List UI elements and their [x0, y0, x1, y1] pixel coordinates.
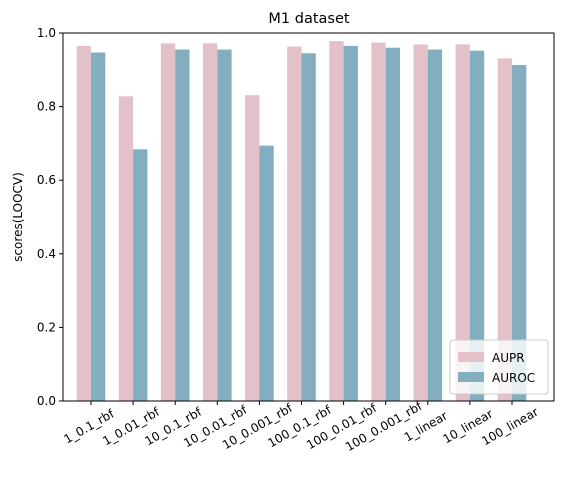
y-tick-label: 1.0 [37, 26, 56, 40]
legend: AUPR AUROC [449, 339, 549, 395]
chart-title: M1 dataset [268, 11, 349, 27]
bar-aupr-1_0.1_rbf [76, 45, 91, 401]
bar-auroc-10_linear [469, 50, 485, 401]
bar-auroc-100_0.001_rbf [385, 47, 400, 401]
legend-label-auroc: AUROC [492, 371, 535, 385]
bar-auroc-100_0.1_rbf [301, 53, 316, 402]
bar-aupr-10_0.01_rbf [203, 43, 218, 401]
y-tick-label: 0.6 [37, 173, 56, 187]
bar-aupr-100_0.001_rbf [371, 42, 386, 402]
bar-auroc-1_linear [427, 49, 443, 402]
bar-auroc-10_0.1_rbf [175, 49, 190, 402]
bar-auroc-1_0.01_rbf [133, 149, 148, 401]
y-axis-label: scores(LOOCV) [11, 172, 25, 262]
bar-aupr-100_0.1_rbf [287, 46, 302, 402]
bar-aupr-10_0.1_rbf [160, 43, 176, 401]
bar-aupr-100_0.01_rbf [329, 41, 344, 401]
bar-auroc-100_linear [512, 65, 527, 402]
legend-swatch-aupr [458, 352, 484, 362]
bar-auroc-100_0.01_rbf [343, 45, 358, 401]
bar-auroc-10_0.01_rbf [217, 49, 232, 402]
bar-aupr-1_linear [413, 44, 428, 402]
bars-layer [76, 41, 527, 402]
plot-frame [62, 32, 555, 402]
y-tick-label: 0.2 [37, 320, 56, 334]
y-tick-label: 0.8 [37, 100, 56, 114]
x-axis: 1_0.1_rbf1_0.01_rbf10_0.1_rbf10_0.01_rbf… [61, 399, 540, 455]
bar-aupr-10_linear [455, 44, 470, 402]
y-tick-label: 0.0 [37, 394, 56, 408]
bar-aupr-1_0.01_rbf [118, 96, 134, 402]
bar-auroc-1_0.1_rbf [91, 52, 106, 402]
y-axis: 0.0 0.2 0.4 0.6 0.8 1.0 [37, 26, 63, 408]
legend-swatch-auroc [458, 372, 484, 382]
legend-box [449, 339, 549, 395]
legend-label-aupr: AUPR [492, 351, 525, 365]
bar-aupr-10_0.001_rbf [245, 95, 260, 401]
bar-aupr-100_linear [497, 58, 512, 401]
bar-auroc-10_0.001_rbf [259, 145, 274, 401]
y-tick-label: 0.4 [37, 247, 56, 261]
